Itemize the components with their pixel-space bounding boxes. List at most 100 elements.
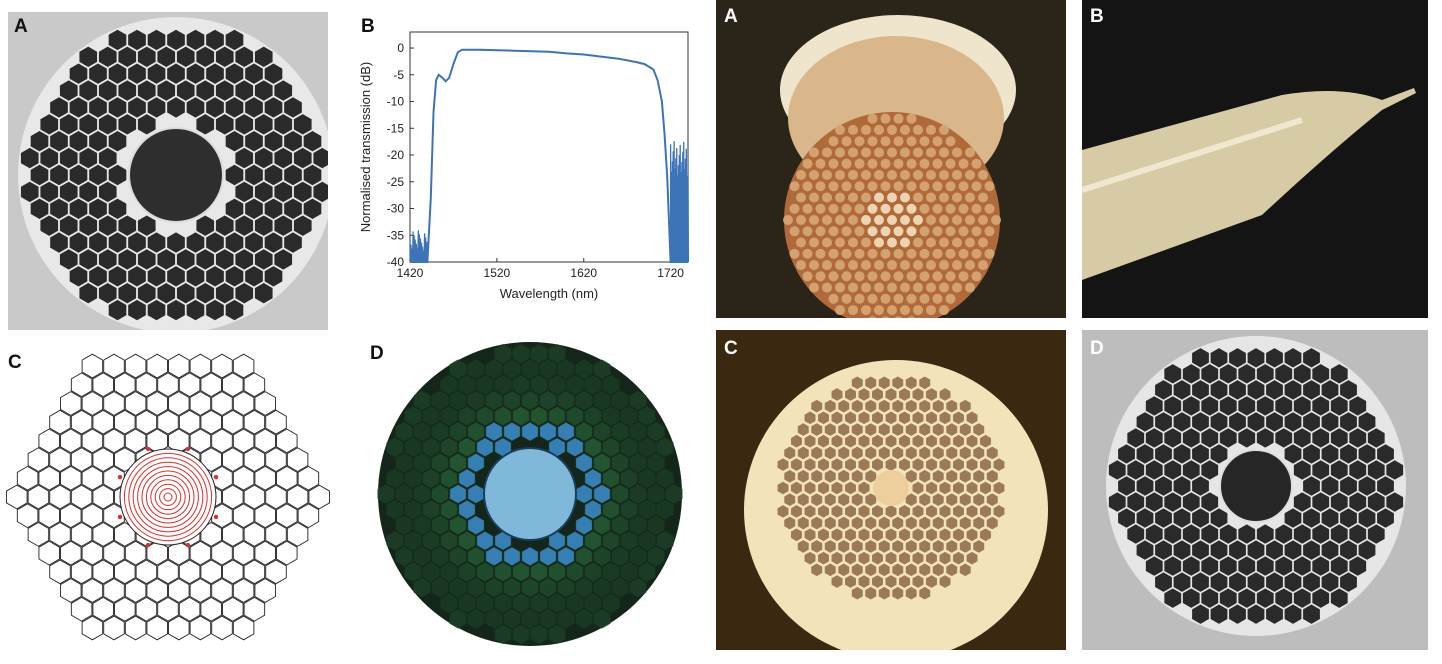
glass-cell xyxy=(548,624,566,645)
lattice-cell xyxy=(232,428,255,454)
lattice-cell xyxy=(92,484,114,510)
cladding-cell xyxy=(108,131,127,152)
capillary-end xyxy=(991,215,1001,225)
lattice-cell xyxy=(103,615,125,641)
air-hole xyxy=(899,458,910,471)
cladding-cell xyxy=(1192,604,1209,624)
capillary-end xyxy=(867,293,878,304)
cladding-cell xyxy=(1136,412,1154,432)
capillary-end xyxy=(887,147,897,158)
cladding-cell xyxy=(1321,572,1339,592)
air-hole xyxy=(885,551,897,565)
cladding-cell xyxy=(176,80,195,101)
capillary-end xyxy=(796,237,806,248)
air-hole xyxy=(885,575,897,588)
y-tick-label: -10 xyxy=(387,95,405,109)
cladding-cell xyxy=(1293,492,1311,512)
lattice-cell xyxy=(265,559,287,585)
cladding-cell xyxy=(1321,380,1339,400)
glass-cell xyxy=(485,577,503,598)
glass-cell xyxy=(404,406,422,426)
air-hole xyxy=(818,411,829,425)
capillary-end xyxy=(867,158,878,169)
air-hole xyxy=(905,470,917,483)
capillary-end xyxy=(965,169,975,180)
cladding-cell xyxy=(1155,508,1172,528)
air-hole xyxy=(980,505,991,518)
cladding-cell xyxy=(1321,412,1339,432)
glass-cell xyxy=(458,406,476,426)
fiber-micrograph-grey xyxy=(18,17,328,330)
glass-cell xyxy=(494,343,512,364)
glass-cell xyxy=(548,343,566,364)
capillary-end xyxy=(841,181,852,192)
capillary-end xyxy=(880,226,891,237)
air-hole xyxy=(926,458,937,471)
cladding-cell xyxy=(1247,572,1265,592)
glass-cell xyxy=(566,406,584,426)
cladding-cell xyxy=(59,114,78,135)
cladding-cell xyxy=(59,80,78,101)
lattice-cell xyxy=(60,540,82,566)
cladding-cell xyxy=(1247,348,1265,368)
air-hole xyxy=(804,481,816,495)
glass-cell xyxy=(440,593,458,613)
air-hole xyxy=(872,528,883,542)
capillary-end xyxy=(848,237,858,248)
lattice-cell xyxy=(211,503,233,529)
cladding-cell xyxy=(1219,428,1237,448)
glass-cell xyxy=(566,437,584,457)
y-tick-label: -20 xyxy=(387,148,405,162)
air-hole xyxy=(959,470,971,483)
cladding-cell xyxy=(1201,524,1219,544)
capillary-end xyxy=(906,226,917,237)
cladding-cell xyxy=(1192,540,1209,560)
capillary-end xyxy=(835,192,845,203)
lattice-cell xyxy=(124,353,147,379)
cladding-cell xyxy=(264,63,283,84)
cladding-cell xyxy=(1367,492,1385,512)
capillary-end xyxy=(919,181,930,192)
cladding-cell xyxy=(1229,412,1246,432)
cladding-cell xyxy=(137,249,156,270)
cladding-cell xyxy=(1136,444,1154,464)
capillary-end xyxy=(828,181,839,192)
cladding-cell xyxy=(1284,604,1302,624)
cladding-cell xyxy=(235,114,254,135)
capillary-end xyxy=(945,248,956,259)
glass-cell xyxy=(413,484,431,504)
capillary-end xyxy=(893,136,904,147)
air-hole xyxy=(797,446,809,460)
y-tick-label: -5 xyxy=(393,68,404,82)
air-hole xyxy=(905,586,917,600)
glass-cell xyxy=(557,577,575,598)
cladding-cell xyxy=(89,232,107,253)
glass-cell xyxy=(602,499,620,520)
lattice-cell xyxy=(38,465,60,491)
capillary-end xyxy=(984,226,995,237)
air-hole xyxy=(784,446,796,460)
glass-cell xyxy=(404,531,422,551)
capillary-end xyxy=(958,181,969,192)
air-hole xyxy=(946,423,958,436)
capillary-end xyxy=(893,113,904,124)
capillary-end xyxy=(907,316,916,318)
transmission-line xyxy=(410,48,688,263)
cladding-cell xyxy=(1201,428,1219,448)
capillary-end xyxy=(984,181,995,192)
glass-cell xyxy=(638,468,656,489)
lattice-cell xyxy=(92,596,114,622)
lattice-cell xyxy=(254,428,276,454)
air-hole xyxy=(878,516,890,530)
air-hole xyxy=(872,458,883,471)
air-hole xyxy=(838,423,850,436)
cladding-cell xyxy=(1247,380,1265,400)
capillary-end xyxy=(893,293,904,304)
lattice-cell xyxy=(114,409,136,435)
air-hole xyxy=(912,434,924,448)
cladding-cell xyxy=(264,266,283,287)
air-hole xyxy=(919,540,931,553)
glass-cell xyxy=(620,406,638,426)
capillary-end xyxy=(880,136,891,147)
left-panel-a xyxy=(8,12,328,330)
